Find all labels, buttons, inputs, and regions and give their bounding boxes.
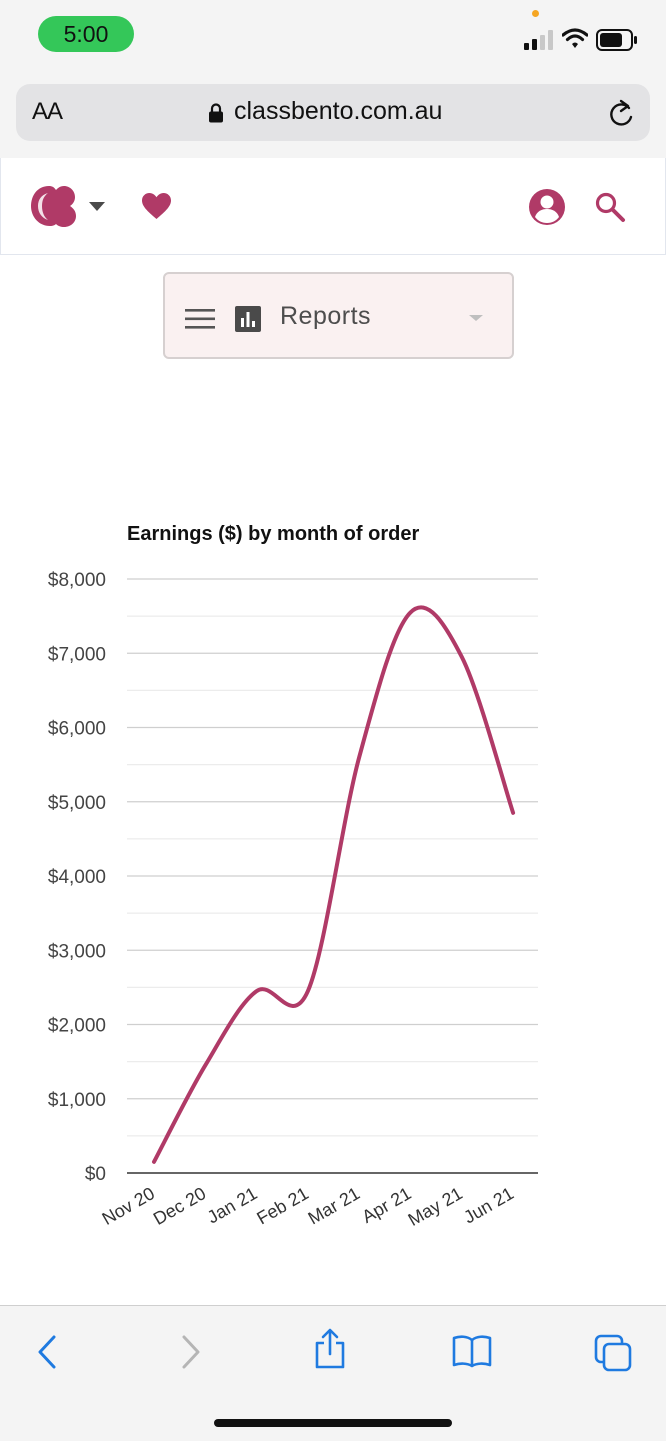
privacy-indicator-dot bbox=[532, 10, 539, 17]
cellular-signal-icon bbox=[524, 30, 553, 50]
y-tick-label: $7,000 bbox=[48, 644, 106, 665]
y-tick-label: $4,000 bbox=[48, 867, 106, 888]
earnings-line-chart: $0 $1,000 $2,000 $3,000 $4,000 $5,000 $6,000 $7… bbox=[48, 570, 538, 1230]
heart-icon[interactable] bbox=[141, 192, 172, 220]
reload-icon[interactable] bbox=[608, 98, 636, 128]
account-circle-icon[interactable] bbox=[528, 188, 566, 226]
y-tick-label: $1,000 bbox=[48, 1090, 106, 1111]
bar-chart-icon bbox=[235, 306, 261, 332]
reports-dropdown[interactable]: Reports bbox=[163, 272, 514, 359]
classbento-logo-icon[interactable] bbox=[31, 184, 77, 228]
bottom-toolbar bbox=[0, 1305, 666, 1441]
y-tick-label: $2,000 bbox=[48, 1016, 106, 1037]
x-tick-label: May 21 bbox=[405, 1183, 466, 1230]
book-icon[interactable] bbox=[452, 1334, 492, 1368]
x-tick-label: Jun 21 bbox=[460, 1183, 517, 1227]
status-bar: 5:00 bbox=[0, 0, 666, 70]
chevron-down-icon bbox=[469, 315, 483, 321]
tabs-icon[interactable] bbox=[594, 1334, 632, 1372]
x-tick-label: Feb 21 bbox=[253, 1183, 312, 1228]
y-tick-label: $0 bbox=[85, 1164, 106, 1185]
chevron-right-icon[interactable] bbox=[180, 1334, 202, 1370]
wifi-icon bbox=[562, 28, 588, 48]
hamburger-menu-icon bbox=[185, 309, 215, 329]
x-tick-label: Dec 20 bbox=[150, 1183, 209, 1229]
x-tick-label: Jan 21 bbox=[204, 1183, 261, 1227]
y-tick-label: $3,000 bbox=[48, 941, 106, 962]
x-tick-label: Nov 20 bbox=[99, 1183, 158, 1229]
x-tick-label: Mar 21 bbox=[305, 1183, 364, 1228]
logo-dropdown-caret[interactable] bbox=[89, 202, 105, 211]
battery-icon bbox=[596, 29, 637, 51]
lock-icon bbox=[209, 103, 223, 123]
y-tick-label: $5,000 bbox=[48, 793, 106, 814]
chart-title: Earnings ($) by month of order bbox=[127, 523, 420, 545]
address-bar[interactable]: AA classbento.com.au bbox=[16, 84, 650, 141]
reports-label: Reports bbox=[280, 302, 372, 330]
chevron-left-icon[interactable] bbox=[36, 1334, 58, 1370]
browser-chrome: AA classbento.com.au bbox=[0, 70, 666, 159]
url-text[interactable]: classbento.com.au bbox=[234, 97, 443, 125]
earnings-series-line bbox=[152, 605, 516, 1164]
y-tick-label: $8,000 bbox=[48, 570, 106, 591]
home-indicator bbox=[214, 1419, 452, 1427]
y-tick-label: $6,000 bbox=[48, 719, 106, 740]
site-header bbox=[0, 158, 666, 255]
search-icon[interactable] bbox=[594, 191, 626, 223]
x-tick-label: Apr 21 bbox=[359, 1183, 415, 1227]
share-icon[interactable] bbox=[313, 1328, 347, 1370]
text-size-button[interactable]: AA bbox=[32, 98, 63, 125]
status-time: 5:00 bbox=[38, 16, 134, 52]
